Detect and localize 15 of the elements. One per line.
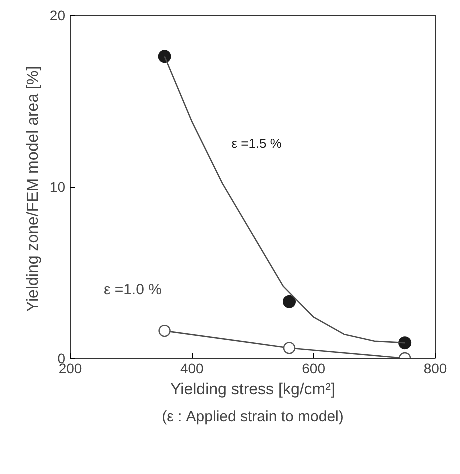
point: [398, 336, 412, 350]
x-tick-label: 400: [180, 360, 204, 376]
point: [283, 295, 296, 308]
text: (ε : Applied strain to model): [162, 408, 344, 426]
y-tick-label: 10: [50, 179, 66, 195]
point: [283, 342, 296, 354]
y-tick-label: 20: [50, 8, 66, 24]
x-tick-label: 800: [424, 360, 448, 376]
text: ε =1.5 %: [232, 136, 282, 151]
y-axis-title: Yielding zone/FEM model area [%]: [24, 66, 42, 312]
point: [158, 324, 171, 338]
x-axis-title: Yielding stress [kg/cm²]: [170, 382, 336, 398]
point: [158, 50, 172, 64]
series-label: ε =1.0 %: [104, 281, 162, 298]
x-tick-label: 600: [302, 360, 326, 376]
